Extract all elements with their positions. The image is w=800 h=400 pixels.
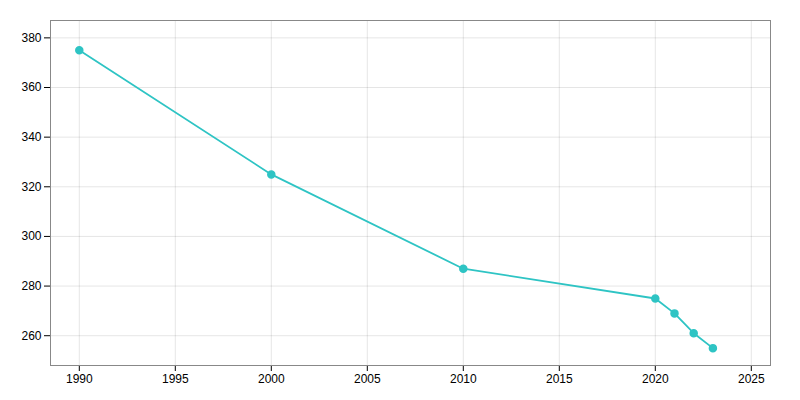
svg-text:360: 360 [21, 80, 41, 94]
svg-text:2010: 2010 [450, 372, 477, 386]
svg-text:2015: 2015 [546, 372, 573, 386]
svg-text:320: 320 [21, 180, 41, 194]
svg-text:260: 260 [21, 329, 41, 343]
svg-text:2020: 2020 [642, 372, 669, 386]
svg-text:280: 280 [21, 279, 41, 293]
svg-text:2005: 2005 [354, 372, 381, 386]
svg-text:380: 380 [21, 31, 41, 45]
svg-text:1995: 1995 [162, 372, 189, 386]
svg-text:300: 300 [21, 229, 41, 243]
svg-text:340: 340 [21, 130, 41, 144]
svg-text:2025: 2025 [738, 372, 765, 386]
svg-text:2000: 2000 [258, 372, 285, 386]
svg-text:1990: 1990 [66, 372, 93, 386]
